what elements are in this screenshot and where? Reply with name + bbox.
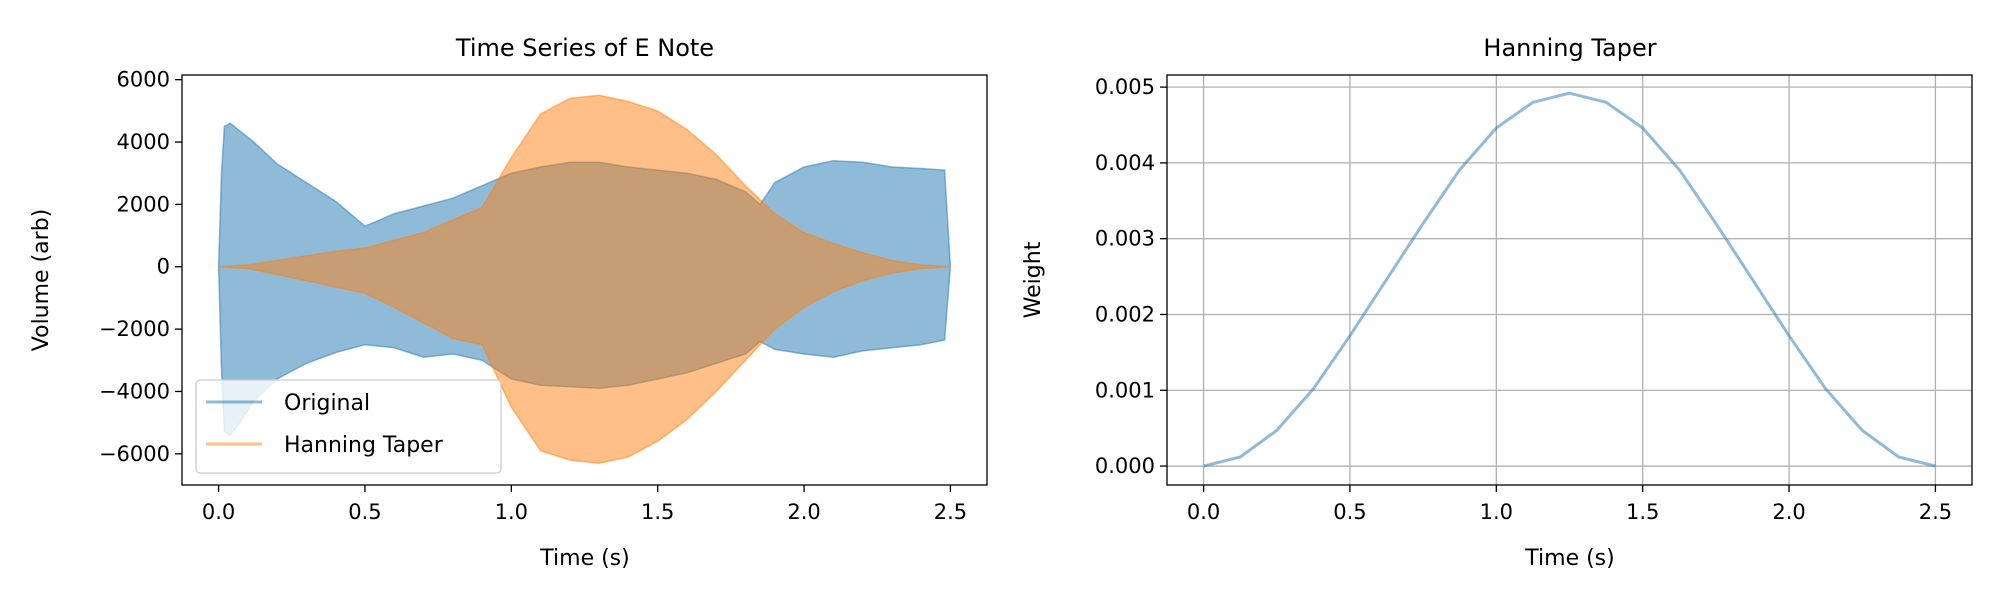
x-tick-label: 0.5 xyxy=(1333,500,1366,524)
x-tick-label: 2.5 xyxy=(1919,500,1952,524)
legend: Original Hanning Taper xyxy=(195,379,502,474)
y-axis-label: Weight xyxy=(1021,241,1046,318)
chart-time-series: Time Series of E Note 0.0 0.5 1.0 1.5 2.0 2.5… xyxy=(29,34,988,571)
y-axis-label: Volume (arb) xyxy=(29,209,54,351)
series-line-0 xyxy=(1203,91,1936,468)
grid-layer xyxy=(1167,75,1972,485)
y-tick-label: 0.004 xyxy=(1095,151,1155,175)
plot-frame xyxy=(1166,74,1973,486)
x-tick-label: 1.0 xyxy=(495,500,528,524)
x-tick-label: 1.5 xyxy=(1626,500,1659,524)
x-axis-label: Time (s) xyxy=(1524,546,1614,571)
series-layer xyxy=(217,94,952,464)
y-tick-label: 0 xyxy=(157,255,170,279)
x-tick-label: 2.5 xyxy=(934,500,967,524)
y-tick-label: 0.005 xyxy=(1095,75,1155,99)
plot-frame xyxy=(181,74,988,486)
x-tick-label: 0.5 xyxy=(348,500,381,524)
y-tick-label: 4000 xyxy=(117,130,170,154)
chart-hanning-taper: Hanning Taper 0.0 0.5 1.0 1.5 2.0 2.50.0000.0… xyxy=(1021,34,1973,571)
x-tick-label: 0.0 xyxy=(202,500,235,524)
legend-label-hanning: Hanning Taper xyxy=(284,433,444,458)
y-tick-label: −4000 xyxy=(99,379,170,403)
y-tick-label: 0.002 xyxy=(1095,302,1155,326)
series-layer xyxy=(1203,91,1936,468)
legend-box xyxy=(195,379,502,474)
x-tick-label: 1.5 xyxy=(641,500,674,524)
y-tick-label: 2000 xyxy=(117,192,170,216)
series-area-1 xyxy=(218,94,951,464)
x-tick-label: 1.0 xyxy=(1480,500,1513,524)
y-tick-label: 0.001 xyxy=(1095,378,1155,402)
x-tick-label: 2.0 xyxy=(787,500,820,524)
y-tick-label: −2000 xyxy=(99,317,170,341)
y-tick-label: 0.003 xyxy=(1095,227,1155,251)
y-tick-label: 0.000 xyxy=(1095,454,1155,478)
chart-title: Time Series of E Note xyxy=(455,34,714,62)
y-tick-label: −6000 xyxy=(99,442,170,466)
y-tick-label: 6000 xyxy=(117,68,170,92)
x-axis-label: Time (s) xyxy=(539,546,629,571)
legend-label-original: Original xyxy=(284,391,370,416)
x-tick-label: 0.0 xyxy=(1187,500,1220,524)
x-tick-label: 2.0 xyxy=(1772,500,1805,524)
tick-layer: 0.0 0.5 1.0 1.5 2.0 2.5 0.000 0.001 0.002 0.003 0.… xyxy=(1095,75,1952,524)
chart-title: Hanning Taper xyxy=(1483,34,1656,62)
tick-layer: 0.0 0.5 1.0 1.5 2.0 2.5 −6000 −4000 −2000 0 2000 40… xyxy=(99,68,967,524)
